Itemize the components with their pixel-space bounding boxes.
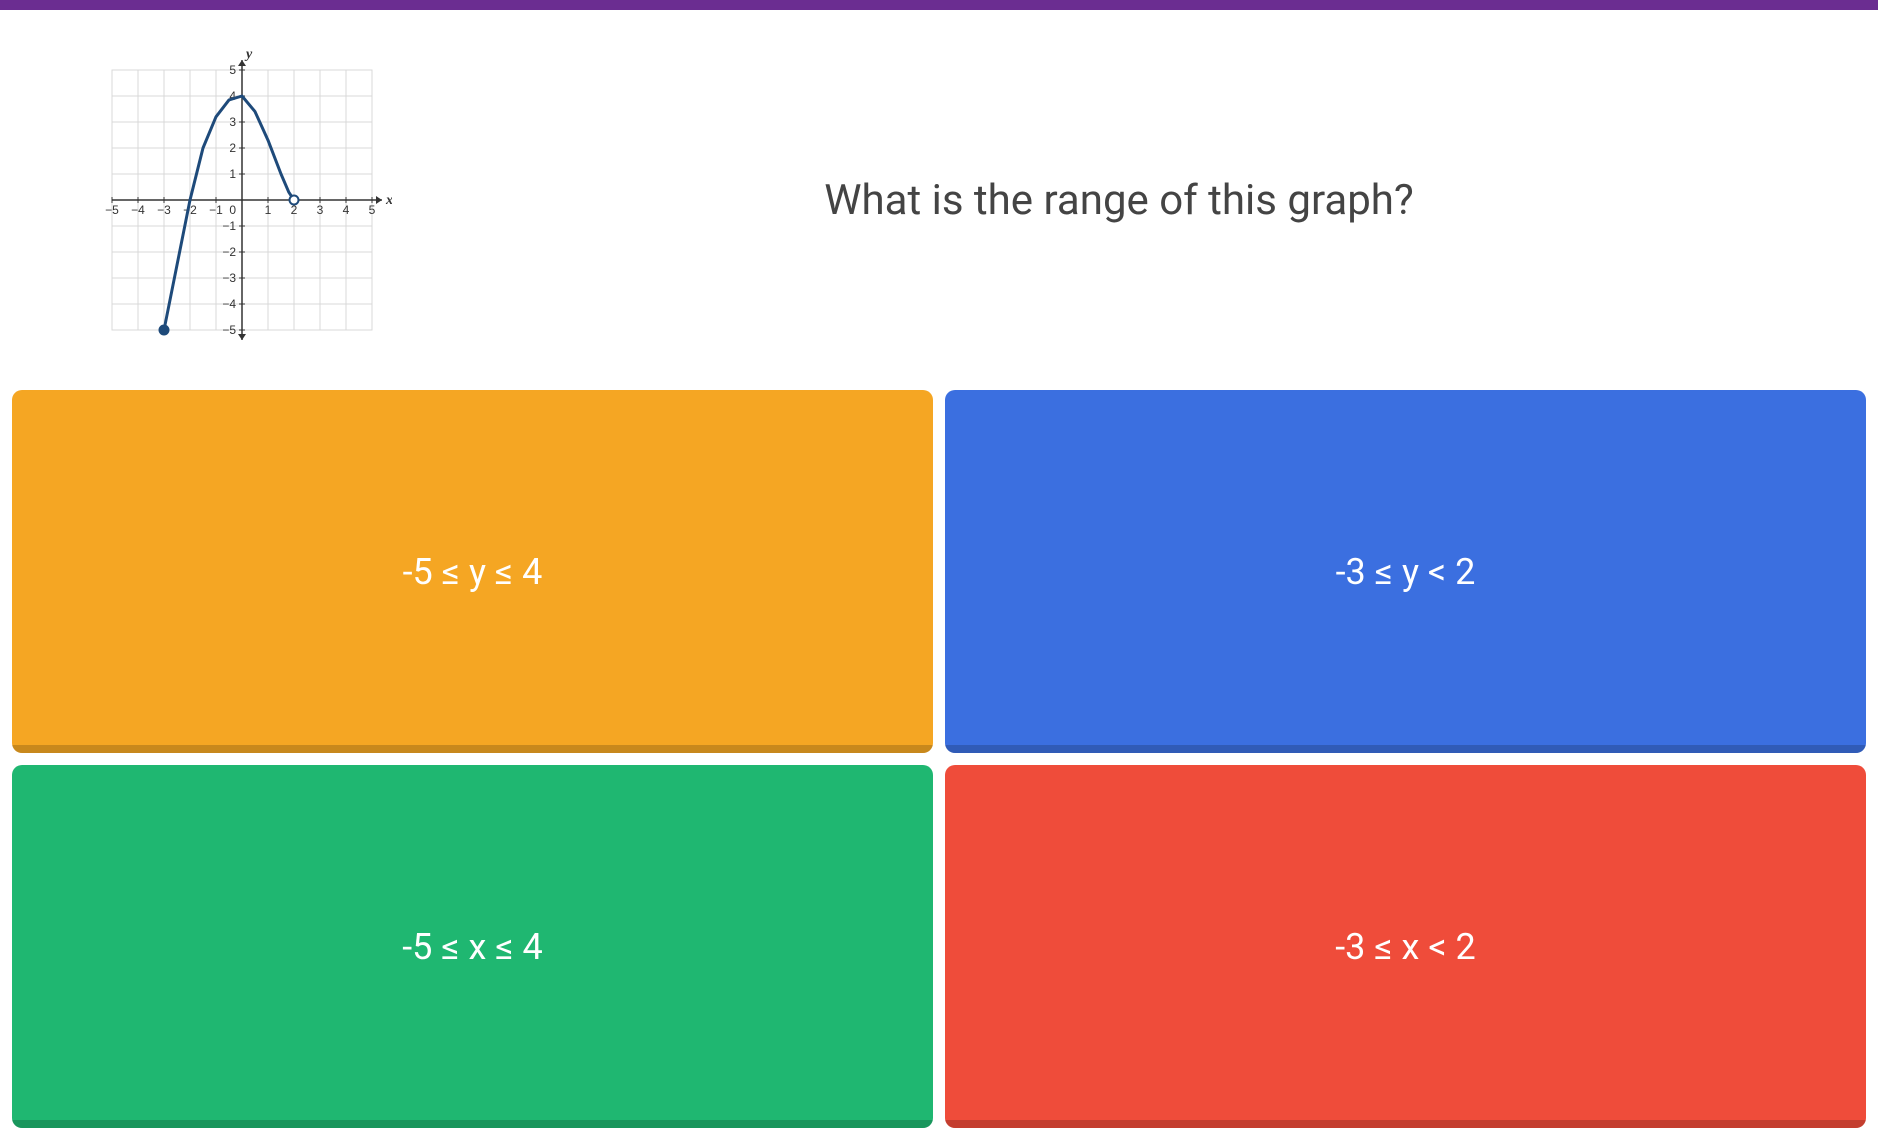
answer-option-a[interactable]: -5 ≤ y ≤ 4 — [12, 390, 933, 753]
question-area: −5−4−3−2−112345−5−4−3−2−1123450xy What i… — [12, 10, 1866, 390]
svg-text:−1: −1 — [209, 203, 223, 217]
content-wrap: −5−4−3−2−112345−5−4−3−2−1123450xy What i… — [0, 10, 1878, 1140]
answer-label: -3 ≤ x < 2 — [1335, 926, 1476, 968]
svg-text:−4: −4 — [131, 203, 145, 217]
svg-text:−3: −3 — [157, 203, 171, 217]
svg-text:−5: −5 — [222, 323, 236, 337]
answer-label: -5 ≤ x ≤ 4 — [402, 926, 543, 968]
svg-text:3: 3 — [229, 115, 236, 129]
top-accent-bar — [0, 0, 1878, 10]
answer-option-c[interactable]: -5 ≤ x ≤ 4 — [12, 765, 933, 1128]
answers-grid: -5 ≤ y ≤ 4 -3 ≤ y < 2 -5 ≤ x ≤ 4 -3 ≤ x … — [12, 390, 1866, 1128]
svg-text:3: 3 — [317, 203, 324, 217]
svg-text:−3: −3 — [222, 271, 236, 285]
answer-option-b[interactable]: -3 ≤ y < 2 — [945, 390, 1866, 753]
svg-text:−2: −2 — [222, 245, 236, 259]
svg-text:−1: −1 — [222, 219, 236, 233]
svg-text:2: 2 — [229, 141, 236, 155]
question-graph: −5−4−3−2−112345−5−4−3−2−1123450xy — [92, 50, 392, 350]
svg-text:−5: −5 — [105, 203, 119, 217]
svg-text:0: 0 — [229, 203, 236, 217]
svg-text:5: 5 — [369, 203, 376, 217]
answer-label: -3 ≤ y < 2 — [1336, 551, 1476, 593]
svg-text:x: x — [385, 193, 392, 208]
svg-text:−4: −4 — [222, 297, 236, 311]
question-text: What is the range of this graph? — [432, 176, 1806, 225]
svg-text:1: 1 — [265, 203, 272, 217]
svg-text:y: y — [244, 50, 253, 62]
svg-text:5: 5 — [229, 63, 236, 77]
answer-label: -5 ≤ y ≤ 4 — [403, 551, 543, 593]
svg-text:4: 4 — [343, 203, 350, 217]
graph-svg: −5−4−3−2−112345−5−4−3−2−1123450xy — [92, 50, 392, 350]
answer-option-d[interactable]: -3 ≤ x < 2 — [945, 765, 1866, 1128]
svg-text:1: 1 — [229, 167, 236, 181]
